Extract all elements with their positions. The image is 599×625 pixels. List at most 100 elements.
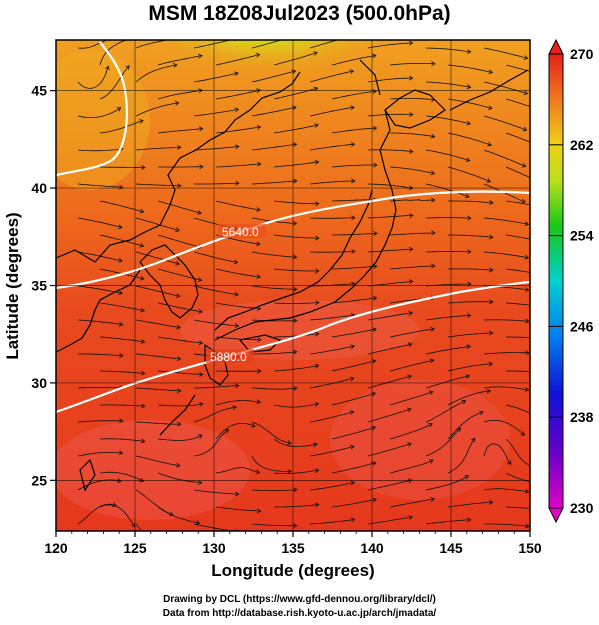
- streamline-arrowhead: [141, 370, 146, 376]
- streamline-arrowhead: [255, 52, 261, 58]
- streamline: [100, 471, 144, 482]
- streamline-arrowhead: [198, 340, 204, 346]
- streamline-arrowhead: [534, 466, 538, 470]
- streamline-arrowhead: [525, 350, 530, 356]
- streamline: [426, 250, 471, 253]
- streamline-arrowhead: [257, 337, 262, 343]
- streamline: [564, 201, 599, 213]
- colorbar-tick-label: 230: [570, 500, 594, 516]
- streamline: [100, 336, 145, 343]
- y-tick-label: 30: [31, 375, 47, 391]
- streamline-arrowhead: [479, 410, 484, 416]
- y-tick-label: 25: [31, 472, 47, 488]
- streamline-arrowhead: [315, 235, 320, 241]
- streamline: [216, 268, 261, 278]
- streamline: [368, 516, 413, 525]
- field-layer: [56, 40, 530, 531]
- streamline-arrowhead: [521, 163, 527, 168]
- streamline-arrowhead: [141, 165, 146, 170]
- streamline-arrowhead: [430, 133, 436, 139]
- streamline-arrowhead: [408, 40, 414, 46]
- streamline: [136, 455, 180, 466]
- streamline: [310, 519, 355, 525]
- streamline-arrowhead: [486, 178, 492, 183]
- streamline: [100, 370, 145, 374]
- contour-cold: [56, 41, 128, 177]
- streamline: [483, 419, 525, 436]
- streamline-arrowhead: [293, 178, 298, 184]
- contour-5880: [56, 280, 530, 414]
- streamline-arrowhead: [233, 259, 239, 265]
- streamline-arrowhead: [314, 468, 320, 474]
- streamline: [216, 302, 261, 309]
- streamline: [505, 438, 530, 467]
- streamline-arrowhead: [431, 230, 436, 236]
- streamline: [332, 90, 377, 100]
- streamline: [484, 319, 529, 322]
- streamline-arrowhead: [489, 200, 494, 205]
- streamline-arrowhead: [351, 281, 356, 287]
- streamline: [310, 411, 354, 423]
- streamline-arrowhead: [256, 88, 261, 94]
- streamline: [136, 353, 181, 360]
- streamline: [158, 166, 203, 168]
- streamline: [274, 268, 319, 272]
- streamline: [216, 163, 261, 168]
- streamline-arrowhead: [139, 275, 145, 281]
- streamline: [77, 503, 117, 525]
- streamline-arrowhead: [461, 399, 467, 405]
- streamline: [252, 387, 297, 390]
- streamline-arrowhead: [409, 246, 414, 252]
- streamline-arrowhead: [112, 502, 117, 507]
- streamline: [99, 504, 136, 528]
- streamline-arrowhead: [466, 49, 472, 54]
- streamline: [390, 459, 434, 474]
- streamline: [78, 148, 123, 152]
- streamline: [136, 387, 181, 392]
- streamline-arrowhead: [141, 403, 146, 409]
- streamline-arrowhead: [292, 220, 298, 226]
- streamline-arrowhead: [117, 224, 123, 230]
- streamline-arrowhead: [256, 207, 261, 212]
- streamline-arrowhead: [525, 523, 530, 529]
- streamline-arrowhead: [525, 318, 530, 324]
- streamline: [448, 200, 493, 204]
- streamline-arrowhead: [350, 35, 354, 39]
- streamline: [215, 422, 256, 440]
- streamline-arrowhead: [579, 199, 583, 203]
- streamline-arrowhead: [465, 374, 470, 379]
- streamline-arrowhead: [489, 299, 494, 305]
- contour-label-5640: 5640.0: [222, 225, 259, 239]
- streamline: [389, 391, 434, 406]
- streamline: [506, 370, 530, 373]
- streamline-arrowhead: [583, 389, 587, 393]
- streamline: [194, 109, 239, 117]
- streamline: [564, 473, 599, 478]
- streamline-arrowhead: [314, 159, 320, 165]
- streamline-arrowhead: [349, 410, 355, 415]
- colorbar-tick-label: 262: [570, 137, 594, 153]
- streamline: [78, 183, 123, 188]
- streamline: [332, 328, 377, 338]
- streamline-arrowhead: [524, 488, 530, 494]
- streamline-arrowhead: [507, 460, 512, 466]
- streamline: [215, 400, 261, 406]
- streamline-arrowhead: [372, 327, 377, 333]
- coastline-east-china: [56, 269, 141, 353]
- streamline-arrowhead: [349, 69, 355, 74]
- streamline: [274, 234, 319, 239]
- streamline-arrowhead: [315, 300, 320, 306]
- streamline: [157, 89, 203, 100]
- y-axis-title: Latitude (degrees): [3, 212, 22, 359]
- streamline-arrowhead: [581, 127, 585, 131]
- streamline-arrowhead: [408, 279, 414, 285]
- streamline-arrowhead: [293, 523, 298, 529]
- streamline: [252, 143, 297, 151]
- streamline-arrowhead: [313, 51, 318, 56]
- streamline-arrowhead: [257, 161, 262, 167]
- streamline-arrowhead: [116, 107, 122, 112]
- streamline-arrowhead: [466, 84, 472, 90]
- streamline: [448, 234, 493, 238]
- streamline: [542, 524, 586, 532]
- y-tick-label: 35: [31, 278, 47, 294]
